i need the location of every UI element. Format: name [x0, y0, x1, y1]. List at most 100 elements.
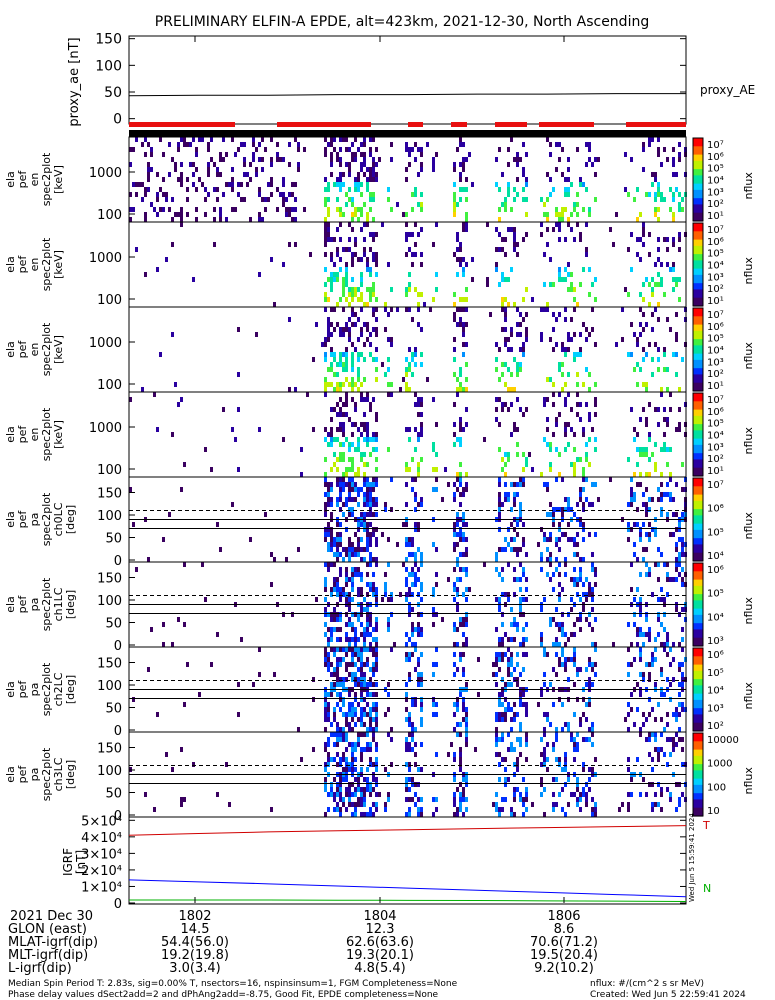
- spectro-ylabel-line: [keV]: [52, 250, 65, 279]
- spectro-ylabel-line: en: [28, 258, 41, 272]
- colorbar: 10⁶ 10⁵ 10⁴ 10³ 10² nflux: [692, 647, 755, 732]
- colorbar-tick-label: 10³: [707, 357, 724, 368]
- spectro-ylabel-line: [keV]: [52, 420, 65, 449]
- colorbar-tick-label: 10⁴: [707, 612, 724, 623]
- pa-tick-label: 0: [114, 554, 122, 569]
- ephem-value: 14.5: [181, 922, 210, 937]
- spectro-tick-label: 100: [97, 378, 122, 393]
- spectro-ylabel-line: pa: [28, 513, 41, 527]
- ephem-value: 62.6(63.6): [346, 935, 414, 950]
- spectrogram-panel: 1000 100 ela pef en spec2plot [keV]: [4, 221, 687, 308]
- igrf-tick-label: 3×10⁴: [81, 847, 122, 862]
- colorbar-label: nflux: [742, 512, 755, 540]
- spectrogram-panel: 1000 100 ela pef en spec2plot [keV]: [4, 136, 687, 223]
- colorbar-tick-label: 10⁶: [707, 152, 724, 163]
- pa-tick-label: 50: [105, 787, 122, 802]
- colorbar-tick-label: 10⁷: [707, 480, 724, 491]
- spectro-ylabel-line: pa: [28, 683, 41, 697]
- igrf-letter-n: N: [703, 882, 711, 895]
- colorbar-tick-label: 10³: [707, 187, 724, 198]
- colorbar-tick-label: 10⁷: [707, 140, 724, 151]
- ephem-value: 54.4(56.0): [161, 935, 229, 950]
- spectro-ylabel-line: pef: [16, 680, 29, 699]
- ephem-value: 19.3(20.1): [346, 948, 414, 963]
- ephem-label-l: L-igrf(dip): [8, 961, 72, 976]
- pa-tick-label: 150: [97, 742, 122, 757]
- spectro-ylabel-line: ela: [4, 766, 17, 783]
- spectro-ylabel-line: spec2plot: [40, 152, 53, 206]
- proxy-ae-line: [128, 93, 686, 97]
- colorbar-tick-label: 10⁴: [707, 176, 724, 187]
- spectro-ylabel-line: spec2plot: [40, 662, 53, 716]
- proxy-ae-panel: 150 100 50 0 proxy_ae [nT] proxy_AE: [67, 32, 755, 128]
- igrf-line-green: [129, 899, 687, 903]
- colorbar-tick-label: 10000: [707, 735, 739, 746]
- spectro-tick-label: 100: [97, 208, 122, 223]
- ephemeris-table: GLON (east) 14.5 12.3 8.6 MLAT-igrf(dip)…: [8, 922, 598, 976]
- igrf-letter-t: T: [702, 819, 710, 832]
- spectro-ylabel-line: spec2plot: [40, 322, 53, 376]
- igrf-tick-label: 1×10⁴: [81, 880, 122, 895]
- colorbar-tick-label: 100: [707, 782, 726, 793]
- spectro-ylabel-line: [keV]: [52, 335, 65, 364]
- igrf-tick-label: 4×10⁴: [81, 831, 122, 846]
- colorbar-tick-label: 10⁴: [707, 261, 724, 272]
- spectro-tick-label: 100: [97, 293, 122, 308]
- colorbar-tick-label: 10¹: [707, 381, 724, 392]
- pa-tick-label: 0: [114, 639, 122, 654]
- pa-tick-label: 50: [105, 617, 122, 632]
- spectro-ylabel-line: ela: [4, 426, 17, 443]
- spectrogram-panel: 1000 100 ela pef en spec2plot [keV]: [4, 306, 687, 393]
- proxy-ae-ylabel: proxy_ae [nT]: [67, 37, 82, 126]
- spectro-ylabel-line: ela: [4, 341, 17, 358]
- ephem-value: 19.5(20.4): [530, 948, 598, 963]
- science-zone-bars: [129, 122, 686, 137]
- colorbar-label: nflux: [742, 427, 755, 455]
- colorbar-tick-label: 10²: [707, 199, 724, 210]
- colorbar-tick-label: 10⁷: [707, 310, 724, 321]
- colorbar-tick-label: 10⁵: [707, 249, 724, 260]
- footer: Median Spin Period T: 2.83s, sig=0.00% T…: [8, 979, 746, 1000]
- spectro-ylabel-line: ch1LC: [52, 587, 65, 621]
- igrf-tick-label: 5×10⁴: [81, 814, 122, 829]
- spectro-ylabel-line: [deg]: [64, 505, 77, 534]
- colorbar-label: nflux: [742, 257, 755, 285]
- proxy-ae-tick-label: 0: [113, 112, 122, 128]
- spectro-ylabel-line: ch3LC: [52, 757, 65, 791]
- spectrogram-panel: 150 100 50 0 ela pef pa spec2plot ch3LC [deg]: [4, 731, 687, 824]
- pa-tick-label: 100: [97, 509, 122, 524]
- colorbar: 10000 1000 100 10 nflux: [692, 732, 755, 817]
- spectro-ylabel-line: pa: [28, 598, 41, 612]
- colorbar-label: nflux: [742, 342, 755, 370]
- footer-created: Created: Wed Jun 5 22:59:41 2024: [590, 990, 746, 1000]
- colorbar-tick-label: 10⁴: [707, 431, 724, 442]
- igrf-line-red: [128, 825, 687, 836]
- spectro-ylabel-line: [deg]: [64, 590, 77, 619]
- spectro-ylabel-line: pef: [16, 510, 29, 529]
- colorbar-tick-label: 10⁴: [707, 551, 724, 562]
- time-tick-1802: 1802: [178, 909, 211, 924]
- igrf-ylabel: IGRF[nT]: [61, 848, 88, 876]
- colorbar-tick-label: 10⁶: [707, 650, 724, 661]
- ephem-value: 70.6(71.2): [530, 935, 598, 950]
- igrf-tick-label: 2×10⁴: [81, 864, 122, 879]
- spectrogram-panel: 1000 100 ela pef en spec2plot [keV]: [4, 391, 687, 478]
- spectro-ylabel-line: pef: [16, 340, 29, 359]
- pa-tick-label: 100: [97, 764, 122, 779]
- colorbar: 10⁷ 10⁶ 10⁵ 10⁴ nflux: [692, 477, 755, 562]
- spectro-ylabel-line: ela: [4, 511, 17, 528]
- colorbar-tick-label: 10: [707, 806, 720, 817]
- colorbar-tick-label: 10¹: [707, 211, 724, 222]
- spectro-ylabel-line: spec2plot: [40, 492, 53, 546]
- colorbar-tick-label: 10⁶: [707, 237, 724, 248]
- spectro-ylabel-line: ela: [4, 171, 17, 188]
- colorbar-tick-label: 10⁵: [707, 527, 724, 538]
- spectro-ylabel-line: en: [28, 343, 41, 357]
- spectrogram-panel: 150 100 50 0 ela pef pa spec2plot ch0LC [deg]: [4, 476, 687, 569]
- colorbar-tick-label: 10⁵: [707, 668, 724, 679]
- colorbar-tick-label: 10⁵: [707, 589, 724, 600]
- colorbar-tick-label: 10³: [707, 442, 724, 453]
